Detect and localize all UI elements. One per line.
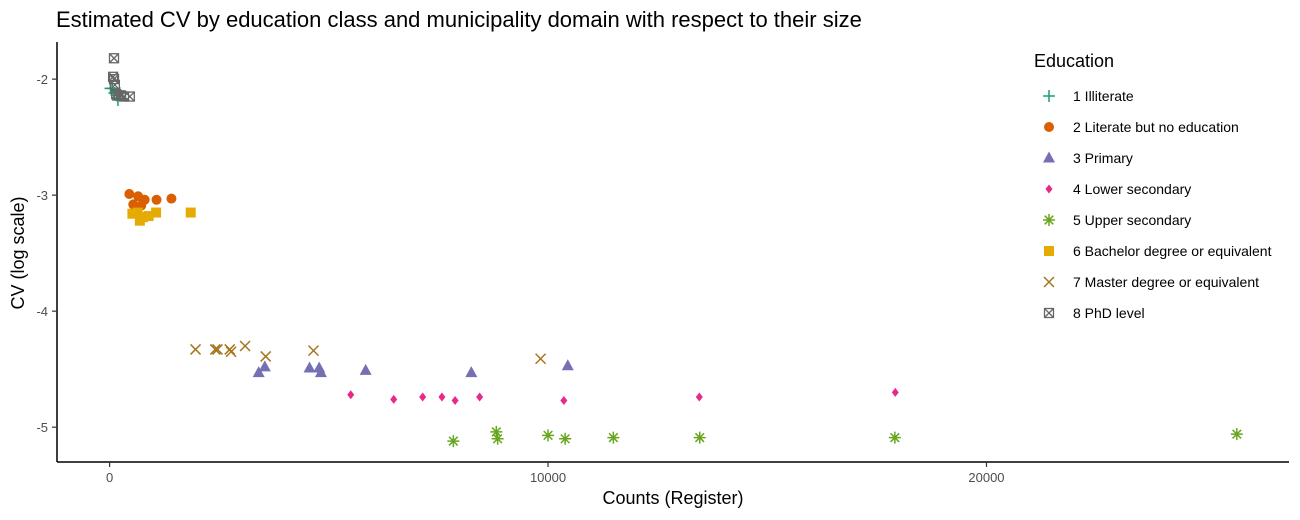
chart-title: Estimated CV by education class and muni… <box>56 7 862 32</box>
legend-label: 2 Literate but no education <box>1073 119 1239 135</box>
data-point <box>239 340 251 352</box>
series-5 <box>447 425 1243 448</box>
x-axis-ticks: 0 10000 20000 <box>106 462 1005 485</box>
y-axis-title: CV (log scale) <box>8 196 28 309</box>
legend-items: 1 Illiterate 2 Literate but no education 3… <box>1043 88 1272 321</box>
legend-key <box>1043 214 1055 226</box>
data-point <box>209 343 221 355</box>
data-point <box>390 394 398 404</box>
legend-key <box>1044 246 1054 256</box>
x-tick-label: 20000 <box>968 470 1004 485</box>
legend-label: 6 Bachelor degree or equivalent <box>1073 243 1272 259</box>
data-point <box>560 396 568 406</box>
data-point <box>166 193 177 204</box>
data-point <box>695 392 703 402</box>
data-point <box>359 363 372 375</box>
data-point <box>260 350 272 362</box>
data-point <box>225 346 237 358</box>
data-point <box>108 53 120 64</box>
data-point <box>1230 428 1243 441</box>
data-point <box>465 366 478 378</box>
legend-label: 3 Primary <box>1073 150 1133 166</box>
legend-title: Education <box>1034 51 1114 71</box>
legend-key <box>1043 90 1055 102</box>
series-4 <box>347 387 899 406</box>
data-point <box>127 208 138 219</box>
data-point <box>211 343 223 355</box>
data-point <box>252 366 265 378</box>
data-point <box>190 343 202 355</box>
data-point <box>451 396 459 406</box>
data-point <box>143 211 154 222</box>
legend-key <box>1043 307 1055 319</box>
y-tick-label: -4 <box>36 304 48 319</box>
data-point <box>124 91 135 102</box>
series-8 <box>107 53 135 102</box>
data-point <box>307 345 320 357</box>
data-point <box>535 353 547 365</box>
data-point <box>419 392 427 402</box>
series-3 <box>252 359 574 378</box>
legend-item: 3 Primary <box>1043 150 1133 166</box>
y-tick-label: -2 <box>36 72 48 87</box>
legend-item: 1 Illiterate <box>1043 88 1134 104</box>
data-point <box>888 431 901 444</box>
legend-item: 6 Bachelor degree or equivalent <box>1044 243 1272 259</box>
data-point <box>128 199 139 210</box>
data-point <box>151 207 162 218</box>
data-point <box>132 207 143 218</box>
data-point <box>559 432 572 445</box>
legend-key <box>1043 276 1055 288</box>
legend-item: 8 PhD level <box>1043 305 1145 321</box>
data-points <box>104 53 1243 448</box>
legend-item: 5 Upper secondary <box>1043 212 1191 228</box>
data-point <box>561 359 574 371</box>
series-7 <box>190 340 547 365</box>
data-point <box>303 361 316 373</box>
legend: Education 1 Illiterate 2 Literate but no … <box>1034 51 1272 321</box>
data-point <box>124 188 135 199</box>
legend-label: 7 Master degree or equivalent <box>1073 274 1259 290</box>
legend-item: 2 Literate but no education <box>1044 119 1239 135</box>
data-point <box>137 212 148 223</box>
legend-item: 4 Lower secondary <box>1045 181 1191 197</box>
series-2 <box>124 188 177 211</box>
data-point <box>491 432 504 445</box>
data-point <box>693 431 706 444</box>
data-point <box>347 390 355 400</box>
y-axis-ticks: -2 -3 -4 -5 <box>36 72 57 435</box>
data-point <box>139 194 150 205</box>
y-tick-label: -3 <box>36 188 48 203</box>
x-tick-label: 0 <box>106 470 113 485</box>
data-point <box>542 429 555 442</box>
data-point <box>185 207 196 218</box>
legend-label: 4 Lower secondary <box>1073 181 1191 197</box>
legend-item: 7 Master degree or equivalent <box>1043 274 1259 290</box>
data-point <box>314 366 327 378</box>
data-point <box>490 425 503 438</box>
data-point <box>607 431 620 444</box>
data-point <box>438 392 446 402</box>
legend-label: 8 PhD level <box>1073 305 1145 321</box>
x-tick-label: 10000 <box>530 470 566 485</box>
legend-key <box>1045 184 1053 194</box>
plot-area: 0 10000 20000 -2 -3 -4 -5 <box>36 42 1289 485</box>
data-point <box>476 392 484 402</box>
legend-label: 5 Upper secondary <box>1073 212 1191 228</box>
legend-key <box>1044 122 1054 132</box>
legend-key <box>1043 151 1055 163</box>
y-tick-label: -5 <box>36 420 48 435</box>
data-point <box>151 194 162 205</box>
series-6 <box>127 207 196 226</box>
data-point <box>891 387 899 397</box>
data-point <box>447 435 460 448</box>
legend-label: 1 Illiterate <box>1073 88 1134 104</box>
x-axis-title: Counts (Register) <box>602 488 743 508</box>
data-point <box>258 360 271 372</box>
